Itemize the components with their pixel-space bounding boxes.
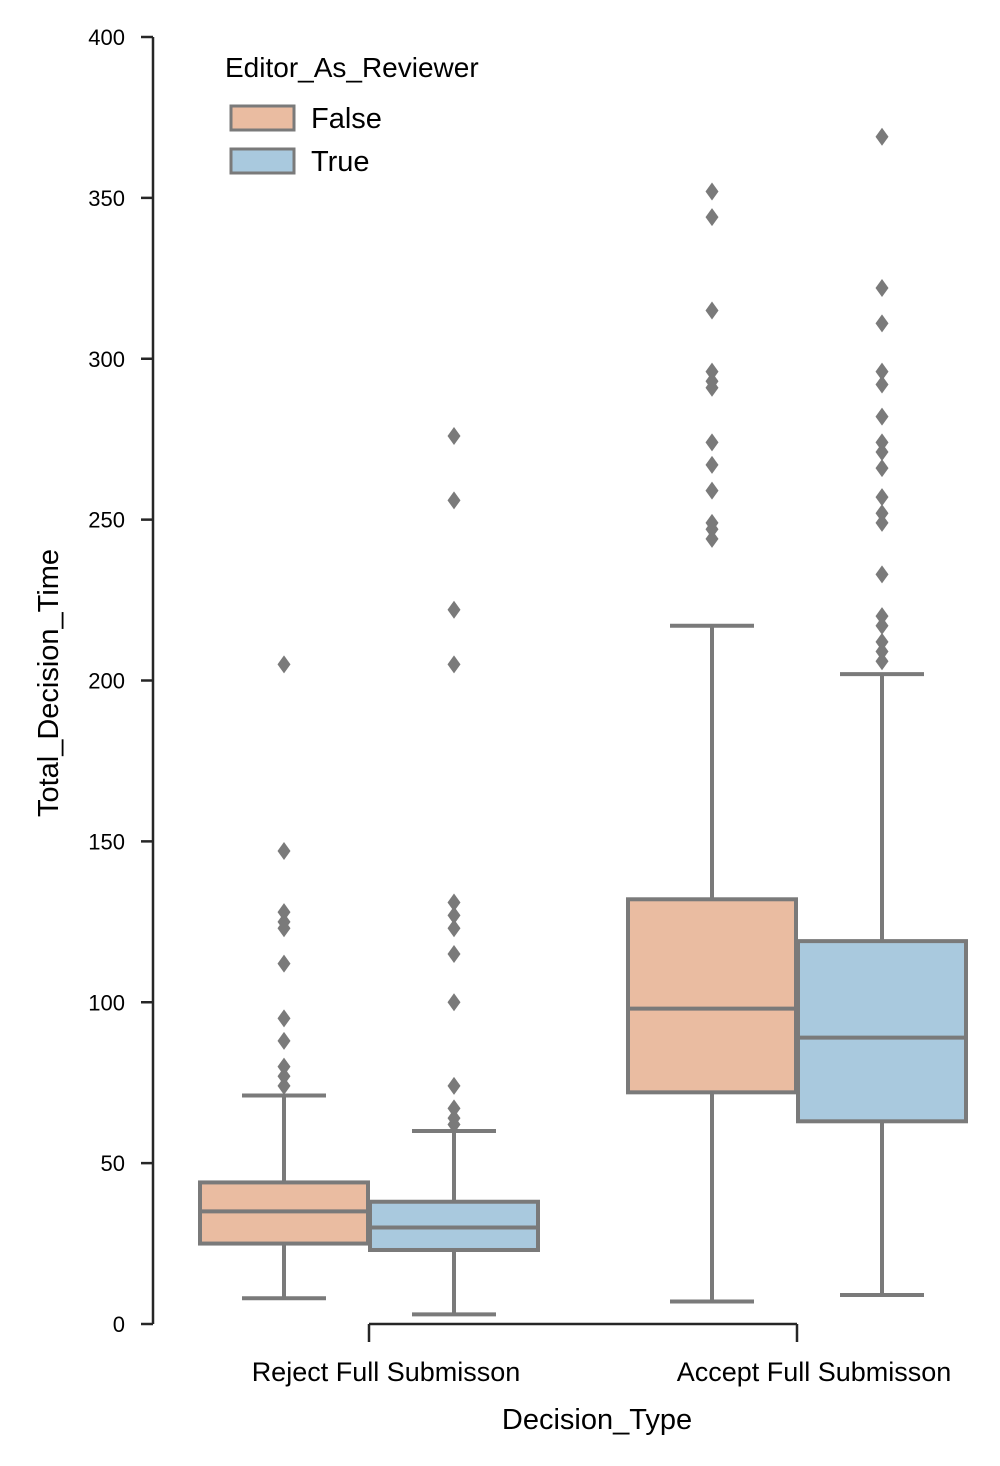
outlier-point (875, 459, 889, 478)
box-false-1 (626, 182, 798, 1304)
y-tick-label: 150 (88, 829, 125, 854)
outlier-point (447, 600, 461, 619)
outlier-point (705, 362, 719, 381)
boxes (198, 127, 968, 1317)
outlier-point (875, 443, 889, 462)
outlier-point (875, 607, 889, 626)
outlier-point (875, 407, 889, 426)
outlier-point (705, 455, 719, 474)
outlier-point (705, 301, 719, 320)
outlier-point (875, 513, 889, 532)
outlier-point (277, 954, 291, 973)
outlier-point (447, 1099, 461, 1118)
y-axis-title: Total_Decision_Time (33, 549, 65, 817)
box-body (796, 939, 968, 1124)
outlier-point (277, 1057, 291, 1076)
outlier-point (705, 433, 719, 452)
y-tick-label: 300 (88, 347, 125, 372)
outlier-point (447, 993, 461, 1012)
outlier-point (277, 903, 291, 922)
x-tick-label: Accept Full Submisson (677, 1357, 952, 1387)
outlier-point (277, 1067, 291, 1086)
y-tick-label: 350 (88, 186, 125, 211)
x-axis-title: Decision_Type (502, 1404, 692, 1436)
outlier-point (875, 278, 889, 297)
outlier-point (447, 906, 461, 925)
x-tick-label: Reject Full Submisson (252, 1357, 521, 1387)
y-tick-label: 0 (113, 1312, 125, 1337)
outlier-point (277, 912, 291, 931)
outlier-point (875, 642, 889, 661)
outlier-point (875, 314, 889, 333)
outlier-point (875, 652, 889, 671)
outlier-point (705, 513, 719, 532)
outlier-point (875, 127, 889, 146)
legend-label-true: True (311, 146, 370, 178)
box-false-0 (198, 655, 370, 1301)
outlier-point (705, 529, 719, 548)
outlier-point (277, 655, 291, 674)
outlier-point (447, 893, 461, 912)
outlier-point (875, 433, 889, 452)
outlier-point (277, 842, 291, 861)
outlier-point (705, 372, 719, 391)
legend-title: Editor_As_Reviewer (225, 52, 479, 83)
axes: 0 50 100 150 200 250 300 350 400 Reject Full Subm… (88, 25, 951, 1387)
legend-label-false: False (311, 103, 382, 135)
y-tick-label: 50 (101, 1151, 125, 1176)
outlier-point (875, 632, 889, 651)
box-true-1 (796, 127, 968, 1298)
outlier-point (875, 565, 889, 584)
outlier-point (447, 1076, 461, 1095)
outlier-point (277, 1009, 291, 1028)
y-tick-label: 250 (88, 508, 125, 533)
outlier-point (875, 362, 889, 381)
outlier-point (705, 208, 719, 227)
y-tick-label: 100 (88, 990, 125, 1015)
outlier-point (447, 919, 461, 938)
box-body (626, 897, 798, 1095)
box-true-0 (368, 426, 540, 1317)
outlier-point (875, 504, 889, 523)
legend-swatch-false (229, 104, 296, 132)
outlier-point (277, 1031, 291, 1050)
outlier-point (875, 488, 889, 507)
outlier-point (277, 1076, 291, 1095)
y-tick-label: 400 (88, 25, 125, 50)
outlier-point (447, 426, 461, 445)
outlier-point (447, 491, 461, 510)
outlier-point (447, 944, 461, 963)
outlier-point (447, 655, 461, 674)
outlier-point (705, 182, 719, 201)
outlier-point (875, 375, 889, 394)
outlier-point (447, 1109, 461, 1128)
legend-swatch-true (229, 147, 296, 175)
outlier-point (705, 481, 719, 500)
y-tick-label: 200 (88, 669, 125, 694)
legend: Editor_As_Reviewer False True (225, 52, 479, 178)
outlier-point (875, 616, 889, 635)
